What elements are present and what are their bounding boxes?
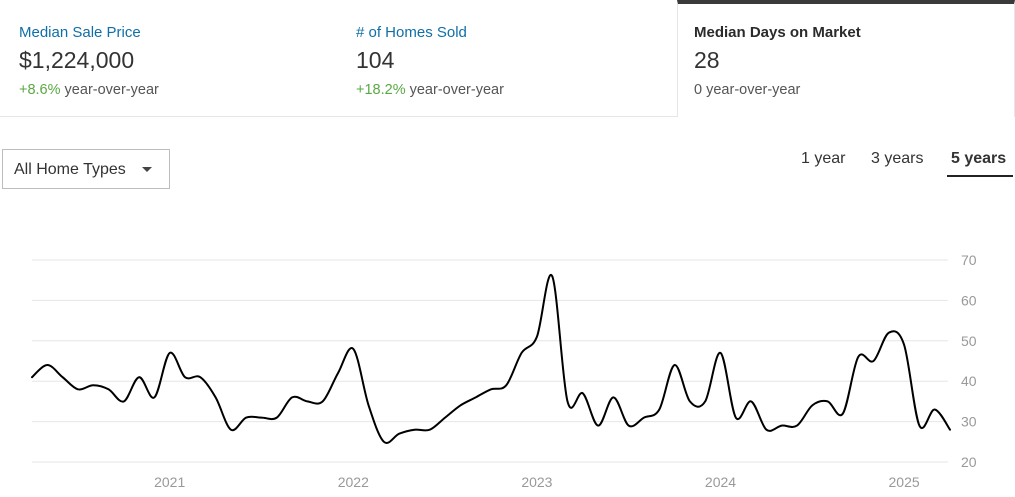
x-tick-label: 2024 xyxy=(705,474,736,490)
stat-delta: +8.6% xyxy=(19,82,61,98)
y-tick-label: 40 xyxy=(961,373,977,389)
stat-label: Median Days on Market xyxy=(694,24,861,41)
stat-delta-suffix: year-over-year xyxy=(60,82,159,98)
range-selected-underline xyxy=(947,175,1013,177)
stat-label: Median Sale Price xyxy=(19,24,141,41)
y-tick-label: 60 xyxy=(961,292,977,308)
days-on-market-chart: 20 30 40 50 60 70 2021 2022 2023 2024 2025 xyxy=(31,252,977,490)
stat-tab-median-days-on-market[interactable]: Median Days on Market 28 0 year-over-yea… xyxy=(677,0,1015,117)
stat-change: +18.2% year-over-year xyxy=(356,82,504,98)
y-tick-label: 70 xyxy=(961,252,977,268)
series-line xyxy=(31,273,951,444)
x-tick-label: 2023 xyxy=(521,474,552,490)
stat-delta-suffix: year-over-year xyxy=(702,82,801,98)
caret-down-icon xyxy=(142,167,152,172)
y-tick-label: 30 xyxy=(961,414,977,430)
y-tick-label: 20 xyxy=(961,454,977,470)
y-tick-label: 50 xyxy=(961,333,977,349)
stat-delta-suffix: year-over-year xyxy=(405,82,504,98)
stat-tab-median-sale-price[interactable]: Median Sale Price $1,224,000 +8.6% year-… xyxy=(0,0,338,117)
x-tick-label: 2022 xyxy=(338,474,369,490)
stat-value: 28 xyxy=(694,47,720,73)
stat-delta: 0 xyxy=(694,82,703,98)
stat-change: 0 year-over-year xyxy=(694,82,800,98)
stat-change: +8.6% year-over-year xyxy=(19,82,159,98)
x-tick-label: 2021 xyxy=(154,474,185,490)
range-1-year[interactable]: 1 year xyxy=(801,150,846,167)
stat-tabs: Median Sale Price $1,224,000 +8.6% year-… xyxy=(0,0,1015,117)
range-3-years[interactable]: 3 years xyxy=(871,150,924,167)
home-type-dropdown[interactable]: All Home Types xyxy=(2,149,170,189)
stat-delta: +18.2% xyxy=(356,82,406,98)
stat-label: # of Homes Sold xyxy=(356,24,467,41)
stat-value: 104 xyxy=(356,47,395,73)
range-5-years[interactable]: 5 years xyxy=(951,150,1007,167)
stat-tab-homes-sold[interactable]: # of Homes Sold 104 +18.2% year-over-yea… xyxy=(338,0,677,117)
stat-value: $1,224,000 xyxy=(19,47,135,73)
home-type-label: All Home Types xyxy=(14,161,126,178)
x-tick-label: 2025 xyxy=(889,474,920,490)
